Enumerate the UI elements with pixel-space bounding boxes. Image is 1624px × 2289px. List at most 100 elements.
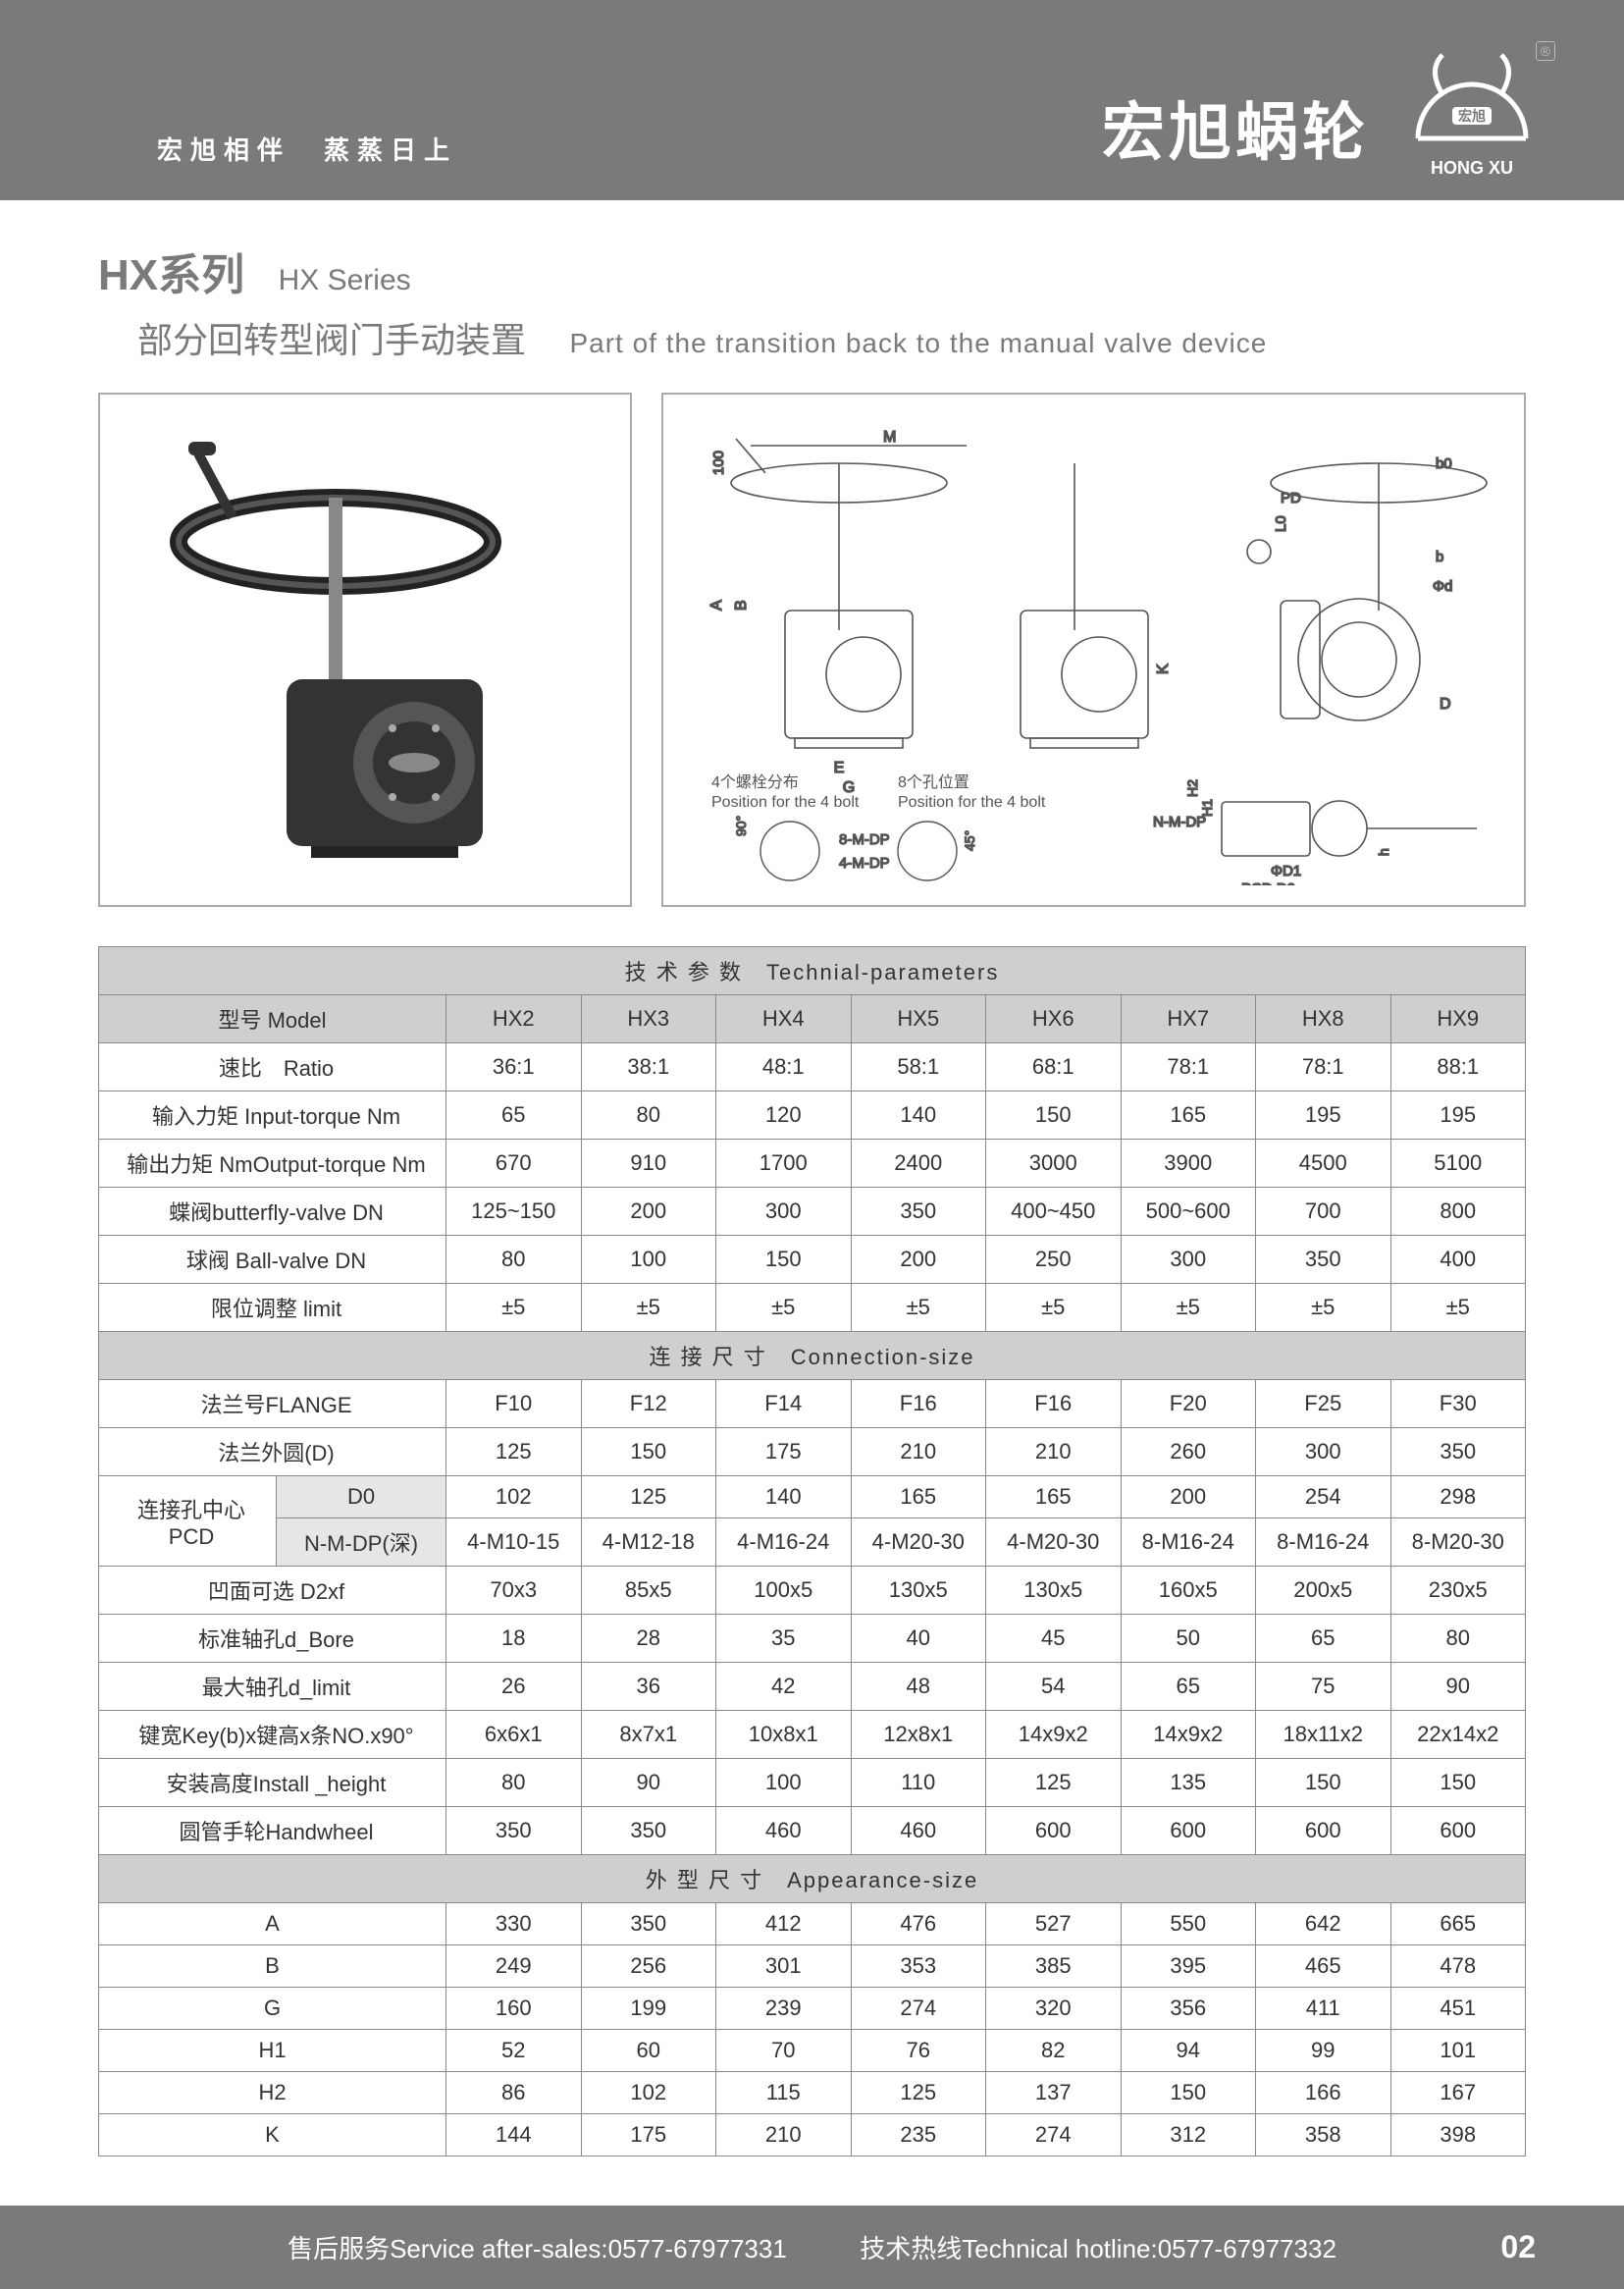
model-col: HX5	[851, 995, 986, 1043]
table-row: 限位调整 limit±5±5±5±5±5±5±5±5	[99, 1284, 1526, 1332]
value-cell: 642	[1256, 1903, 1391, 1945]
pcd-sub-label: N-M-DP(深)	[277, 1518, 446, 1567]
value-cell: 40	[851, 1615, 986, 1663]
value-cell: 665	[1390, 1903, 1526, 1945]
value-cell: 4-M10-15	[446, 1518, 582, 1567]
section-header-conn: 连 接 尺 寸 Connection-size	[99, 1332, 1526, 1380]
value-cell: F25	[1256, 1380, 1391, 1428]
svg-text:h: h	[1376, 848, 1391, 856]
value-cell: 298	[1390, 1476, 1526, 1518]
value-cell: 476	[851, 1903, 986, 1945]
value-cell: 36	[581, 1663, 716, 1711]
value-cell: 358	[1256, 2114, 1391, 2156]
value-cell: F20	[1121, 1380, 1256, 1428]
value-cell: 90	[581, 1759, 716, 1807]
value-cell: 100	[581, 1236, 716, 1284]
svg-text:4个螺栓分布: 4个螺栓分布	[711, 773, 799, 791]
product-photo-box	[98, 393, 632, 907]
svg-text:45°: 45°	[962, 830, 977, 851]
value-cell: 398	[1390, 2114, 1526, 2156]
value-cell: 10x8x1	[716, 1711, 852, 1759]
svg-text:K: K	[1155, 664, 1172, 674]
value-cell: 90	[1390, 1663, 1526, 1711]
value-cell: 110	[851, 1759, 986, 1807]
value-cell: 82	[986, 2030, 1122, 2072]
svg-text:ΦD1: ΦD1	[1271, 863, 1301, 879]
subtitle-row: 部分回转型阀门手动装置 Part of the transition back …	[98, 312, 1526, 363]
value-cell: F10	[446, 1380, 582, 1428]
product-photo-icon	[139, 424, 591, 876]
value-cell: F12	[581, 1380, 716, 1428]
value-cell: 451	[1390, 1988, 1526, 2030]
svg-text:宏旭: 宏旭	[1458, 108, 1486, 124]
value-cell: 465	[1256, 1945, 1391, 1988]
value-cell: 330	[446, 1903, 582, 1945]
value-cell: 500~600	[1121, 1188, 1256, 1236]
table-row: 输入力矩 Input-torque Nm65801201401501651951…	[99, 1091, 1526, 1140]
value-cell: 94	[1121, 2030, 1256, 2072]
value-cell: 239	[716, 1988, 852, 2030]
svg-text:L0: L0	[1273, 515, 1289, 532]
value-cell: 165	[851, 1476, 986, 1518]
value-cell: ±5	[1390, 1284, 1526, 1332]
value-cell: 195	[1390, 1091, 1526, 1140]
model-col: HX6	[986, 995, 1122, 1043]
svg-text:b: b	[1436, 549, 1443, 565]
footer-after-sales: 售后服务Service after-sales:0577-67977331	[288, 2234, 787, 2263]
value-cell: 350	[581, 1903, 716, 1945]
value-cell: 395	[1121, 1945, 1256, 1988]
value-cell: 137	[986, 2072, 1122, 2114]
brand-logo: 宏旭 HONG XU	[1398, 50, 1545, 179]
value-cell: 167	[1390, 2072, 1526, 2114]
value-cell: 150	[1256, 1759, 1391, 1807]
value-cell: 353	[851, 1945, 986, 1988]
value-cell: 200	[1121, 1476, 1256, 1518]
value-cell: 120	[716, 1091, 852, 1140]
value-cell: 12x8x1	[851, 1711, 986, 1759]
value-cell: 600	[986, 1807, 1122, 1855]
value-cell: 6x6x1	[446, 1711, 582, 1759]
row-label: 最大轴孔d_limit	[99, 1663, 446, 1711]
value-cell: 4-M12-18	[581, 1518, 716, 1567]
svg-text:A: A	[708, 600, 725, 611]
value-cell: 175	[581, 2114, 716, 2156]
value-cell: 356	[1121, 1988, 1256, 2030]
table-row: 凹面可选 D2xf70x385x5100x5130x5130x5160x5200…	[99, 1567, 1526, 1615]
table-row: N-M-DP(深)4-M10-154-M12-184-M16-244-M20-3…	[99, 1518, 1526, 1567]
value-cell: ±5	[1256, 1284, 1391, 1332]
row-label: 圆管手轮Handwheel	[99, 1807, 446, 1855]
row-label: A	[99, 1903, 446, 1945]
value-cell: 130x5	[851, 1567, 986, 1615]
value-cell: 301	[716, 1945, 852, 1988]
table-row: 圆管手轮Handwheel350350460460600600600600	[99, 1807, 1526, 1855]
value-cell: 48	[851, 1663, 986, 1711]
value-cell: 312	[1121, 2114, 1256, 2156]
table-row: K144175210235274312358398	[99, 2114, 1526, 2156]
value-cell: 4-M16-24	[716, 1518, 852, 1567]
row-label: 凹面可选 D2xf	[99, 1567, 446, 1615]
svg-text:90°: 90°	[733, 816, 749, 836]
value-cell: 1700	[716, 1140, 852, 1188]
table-row: B249256301353385395465478	[99, 1945, 1526, 1988]
table-row: 最大轴孔d_limit2636424854657590	[99, 1663, 1526, 1711]
value-cell: 65	[1121, 1663, 1256, 1711]
value-cell: 235	[851, 2114, 986, 2156]
model-col: HX3	[581, 995, 716, 1043]
row-label: 安装高度Install _height	[99, 1759, 446, 1807]
value-cell: 115	[716, 2072, 852, 2114]
value-cell: 210	[716, 2114, 852, 2156]
value-cell: 48:1	[716, 1043, 852, 1091]
value-cell: 36:1	[446, 1043, 582, 1091]
value-cell: 249	[446, 1945, 582, 1988]
value-cell: 150	[716, 1236, 852, 1284]
value-cell: ±5	[986, 1284, 1122, 1332]
value-cell: 160x5	[1121, 1567, 1256, 1615]
value-cell: 320	[986, 1988, 1122, 2030]
row-label: 输入力矩 Input-torque Nm	[99, 1091, 446, 1140]
value-cell: 52	[446, 2030, 582, 2072]
value-cell: 60	[581, 2030, 716, 2072]
footer-hotline: 技术热线Technical hotline:0577-67977332	[860, 2234, 1336, 2263]
value-cell: 54	[986, 1663, 1122, 1711]
value-cell: ±5	[1121, 1284, 1256, 1332]
value-cell: 411	[1256, 1988, 1391, 2030]
